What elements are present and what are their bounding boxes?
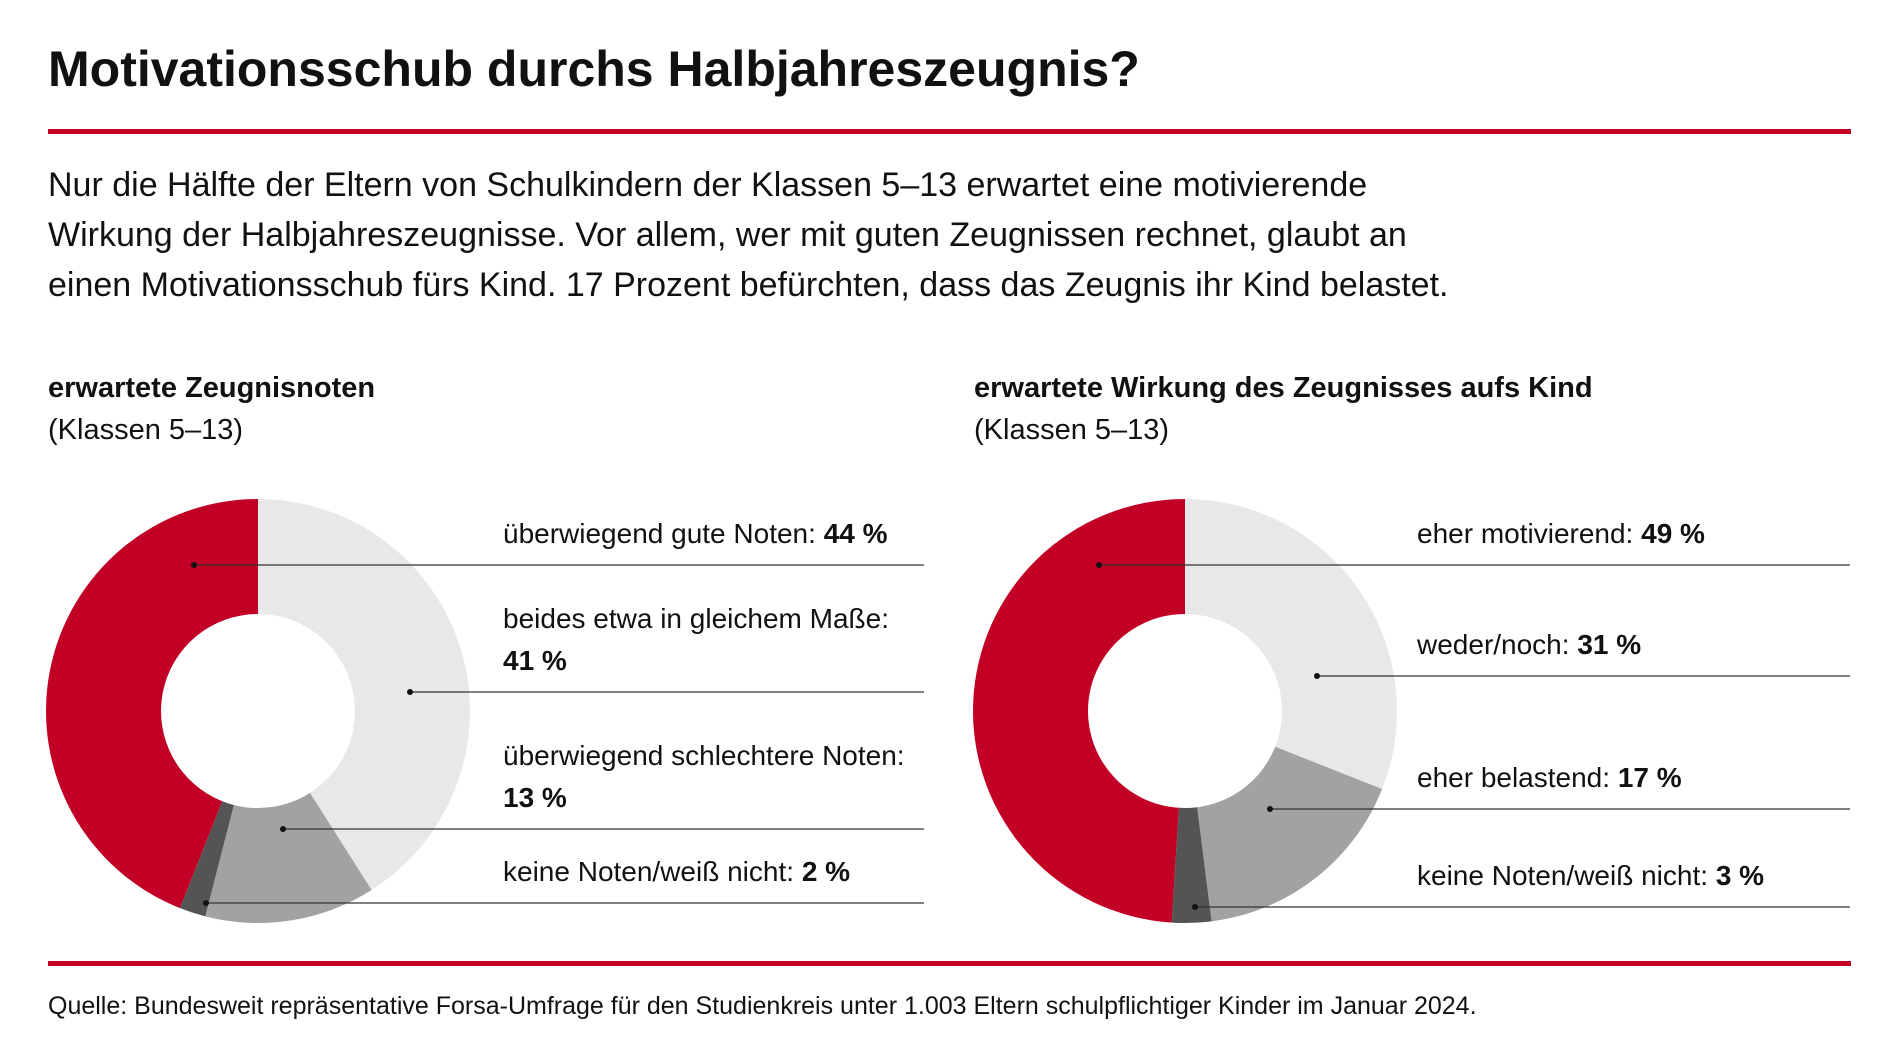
value-label: 49 % [1641,518,1705,549]
segment-label: weder/noch: 31 % [1417,624,1847,666]
value-label: 3 % [1715,860,1765,891]
leader-dot [407,689,413,695]
segment-label: keine Noten/weiß nicht: 2 % [503,851,933,893]
segment-label: keine Noten/weiß nicht: 3 % [1417,855,1847,897]
top-rule [48,129,1851,134]
leader-dot [1192,904,1198,910]
bottom-rule [48,961,1851,966]
category-label: überwiegend schlechtere Noten: [503,740,905,771]
leader-dot [1267,806,1273,812]
value-label: 44 % [823,518,888,549]
category-label: keine Noten/weiß nicht: [503,856,795,887]
source: Quelle: Bundesweit repräsentative Forsa-… [48,992,1477,1020]
chart-subtitle: (Klassen 5–13) [974,414,1170,446]
category-label: weder/noch: [1417,629,1570,660]
donut-segment [1197,746,1383,922]
donut-segment [205,792,372,923]
leader-dot [280,826,286,832]
value-label: 41 % [503,645,567,676]
category-label: eher belastend: [1417,762,1611,793]
chart-title: erwartete Zeugnisnoten [48,372,376,404]
leader-dot [1096,562,1102,568]
leader-dot [1314,673,1320,679]
intro-line: Wirkung der Halbjahreszeugnisse. Vor all… [48,216,1407,254]
intro-line: Nur die Hälfte der Eltern von Schulkinde… [48,166,1368,204]
leader-dot [191,562,197,568]
segment-label: überwiegend schlechtere Noten: 13 % [503,735,933,819]
segment-label: überwiegend gute Noten: 44 % [503,513,933,555]
segment-label: eher belastend: 17 % [1417,757,1847,799]
intro: Nur die Hälfte der Eltern von Schulkinde… [48,160,1448,310]
value-label: 13 % [503,782,567,813]
value-label: 31 % [1577,629,1642,660]
chart-subtitle: (Klassen 5–13) [48,414,244,446]
intro-line: einen Motivationsschub fürs Kind. 17 Pro… [48,266,1449,304]
category-label: keine Noten/weiß nicht: [1417,860,1709,891]
donut-segment [1171,807,1212,923]
chart-title: erwartete Wirkung des Zeugnisses aufs Ki… [974,372,1593,404]
value-label: 17 % [1617,762,1682,793]
category-label: eher motivierend: [1417,518,1634,549]
donut-segment [1185,499,1398,790]
leader-dot [203,900,209,906]
donut-segment [258,499,470,890]
title: Motivationsschub durchs Halbjahreszeugni… [48,41,1140,97]
donut-segment [179,801,234,917]
donut-segment [972,499,1185,923]
segment-label: eher motivierend: 49 % [1417,513,1847,555]
category-label: beides etwa in gleichem Maße: [503,603,889,634]
donut-segment [45,499,258,909]
segment-label: beides etwa in gleichem Maße: 41 % [503,598,933,682]
category-label: überwiegend gute Noten: [503,518,816,549]
value-label: 2 % [801,856,851,887]
